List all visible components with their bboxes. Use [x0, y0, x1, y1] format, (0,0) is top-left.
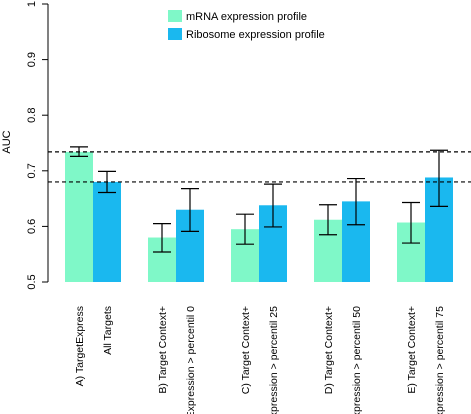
- legend-swatch: [168, 28, 182, 40]
- bar: [65, 151, 93, 282]
- x-tick-label: Expression > percentil 25: [268, 306, 280, 414]
- y-tick-label: 1: [26, 1, 38, 7]
- x-tick-label: E) Target Context+: [406, 306, 418, 394]
- y-tick-label: 0.5: [26, 274, 38, 289]
- reference-lines: [48, 151, 471, 183]
- y-tick-label: 0.8: [26, 108, 38, 123]
- x-tick-label: D) Target Context+: [323, 306, 335, 394]
- legend-label: Ribosome expression profile: [186, 29, 325, 41]
- bars: [65, 151, 453, 282]
- legend-label: mRNA expression profile: [186, 11, 307, 23]
- x-tick-label: C) Target Context+: [240, 306, 252, 394]
- y-axis: 0.5 0.6 0.7 0.8 0.9 1: [26, 1, 49, 290]
- x-tick-label: Expression > percentil 75: [434, 306, 446, 414]
- legend-swatch: [168, 10, 182, 22]
- x-tick-label: B) Target Context+: [157, 306, 169, 394]
- x-tick-label: All Targets: [102, 306, 114, 355]
- y-tick-label: 0.7: [26, 163, 38, 178]
- bar: [93, 181, 121, 282]
- y-tick-label: 0.9: [26, 52, 38, 67]
- x-tick-label: Expression > percentil 0: [185, 306, 197, 414]
- y-axis-label: AUC: [1, 130, 13, 153]
- x-tick-label: A) TargetExpress: [74, 306, 86, 386]
- y-tick-label: 0.6: [26, 219, 38, 234]
- legend: mRNA expression profile Ribosome expressi…: [168, 10, 325, 41]
- error-bars: [70, 146, 448, 253]
- x-tick-labels: A) TargetExpress All Targets B) Target Con…: [74, 306, 446, 414]
- x-tick-label: Expression > percentil 50: [351, 306, 363, 414]
